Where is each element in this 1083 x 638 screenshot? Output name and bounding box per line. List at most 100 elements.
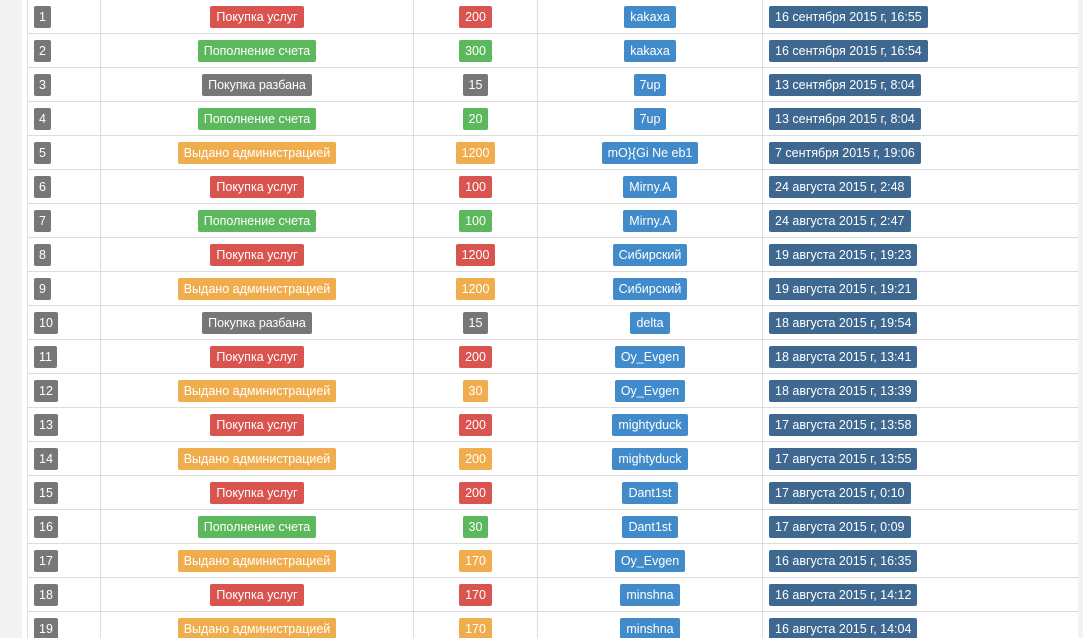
date-badge: 17 августа 2015 г, 13:55 [769, 447, 918, 470]
cell-number: 16 [27, 509, 101, 544]
transaction-type-badge: Покупка услуг [210, 243, 304, 266]
cell-user: Mirny.A [537, 169, 763, 204]
user-badge[interactable]: mightyduck [612, 413, 688, 436]
table-row: 6 Покупка услуг 100 Mirny.A 24 августа 2… [27, 169, 1078, 204]
date-badge: 24 августа 2015 г, 2:48 [769, 175, 911, 198]
cell-number: 19 [27, 611, 101, 638]
user-badge[interactable]: kakaxa [624, 5, 676, 28]
date-badge: 16 сентября 2015 г, 16:55 [769, 5, 928, 28]
cell-user: Сибирский [537, 237, 763, 272]
date-badge: 16 сентября 2015 г, 16:54 [769, 39, 928, 62]
cell-type: Покупка услуг [100, 169, 414, 204]
cell-number: 2 [27, 33, 101, 68]
user-badge[interactable]: minshna [620, 617, 680, 638]
transactions-table-body: 1 Покупка услуг 200 kakaxa 16 сентября 2… [27, 0, 1078, 638]
cell-number: 18 [27, 577, 101, 612]
date-badge: 19 августа 2015 г, 19:23 [769, 243, 918, 266]
row-number-badge: 14 [34, 447, 58, 470]
row-number-badge: 2 [34, 39, 51, 62]
table-row: 4 Пополнение счета 20 7up 13 сентября 20… [27, 101, 1078, 136]
cell-number: 12 [27, 373, 101, 408]
cell-amount: 30 [413, 373, 538, 408]
user-badge[interactable]: kakaxa [624, 39, 676, 62]
cell-amount: 200 [413, 407, 538, 442]
cell-amount: 170 [413, 577, 538, 612]
transaction-type-badge: Выдано администрацией [177, 447, 337, 470]
cell-date: 24 августа 2015 г, 2:47 [762, 203, 1078, 238]
cell-type: Выдано администрацией [100, 373, 414, 408]
cell-number: 5 [27, 135, 101, 170]
cell-amount: 1200 [413, 271, 538, 306]
amount-badge: 200 [459, 447, 492, 470]
cell-type: Покупка услуг [100, 0, 414, 34]
transaction-type-badge: Выдано администрацией [177, 617, 337, 638]
cell-date: 19 августа 2015 г, 19:23 [762, 237, 1078, 272]
user-badge[interactable]: Mirny.A [623, 209, 677, 232]
cell-user: delta [537, 305, 763, 340]
user-badge[interactable]: 7up [633, 107, 667, 130]
user-badge[interactable]: delta [630, 311, 670, 334]
cell-type: Выдано администрацией [100, 135, 414, 170]
cell-type: Покупка услуг [100, 577, 414, 612]
date-badge: 18 августа 2015 г, 13:41 [769, 345, 918, 368]
cell-amount: 20 [413, 101, 538, 136]
date-badge: 16 августа 2015 г, 16:35 [769, 549, 918, 572]
row-number-badge: 17 [34, 549, 58, 572]
row-number-badge: 8 [34, 243, 51, 266]
cell-amount: 200 [413, 0, 538, 34]
cell-number: 8 [27, 237, 101, 272]
cell-number: 15 [27, 475, 101, 510]
cell-amount: 1200 [413, 135, 538, 170]
user-badge[interactable]: Oy_Evgen [614, 345, 686, 368]
amount-badge: 15 [462, 311, 489, 334]
row-number-badge: 11 [34, 345, 57, 368]
cell-user: 7up [537, 67, 763, 102]
cell-type: Выдано администрацией [100, 611, 414, 638]
cell-date: 16 сентября 2015 г, 16:55 [762, 0, 1078, 34]
table-row: 12 Выдано администрацией 30 Oy_Evgen 18 … [27, 373, 1078, 408]
cell-date: 13 сентября 2015 г, 8:04 [762, 67, 1078, 102]
user-badge[interactable]: mO}{Gi Ne eb1 [601, 141, 699, 164]
cell-amount: 15 [413, 305, 538, 340]
user-badge[interactable]: Dant1st [622, 481, 678, 504]
user-badge[interactable]: mightyduck [612, 447, 688, 470]
scrollbar-track[interactable] [1078, 0, 1083, 638]
cell-type: Покупка разбана [100, 67, 414, 102]
user-badge[interactable]: Сибирский [612, 277, 688, 300]
user-badge[interactable]: minshna [620, 583, 680, 606]
user-badge[interactable]: 7up [633, 73, 667, 96]
user-badge[interactable]: Oy_Evgen [614, 549, 686, 572]
user-badge[interactable]: Oy_Evgen [614, 379, 686, 402]
transaction-type-badge: Покупка разбана [202, 73, 312, 96]
cell-number: 11 [27, 339, 101, 374]
user-badge[interactable]: Сибирский [612, 243, 688, 266]
amount-badge: 15 [462, 73, 489, 96]
row-number-badge: 9 [34, 277, 51, 300]
cell-type: Пополнение счета [100, 509, 414, 544]
cell-number: 3 [27, 67, 101, 102]
date-badge: 13 сентября 2015 г, 8:04 [769, 107, 921, 130]
cell-user: kakaxa [537, 33, 763, 68]
cell-user: 7up [537, 101, 763, 136]
table-row: 2 Пополнение счета 300 kakaxa 16 сентябр… [27, 33, 1078, 68]
date-badge: 16 августа 2015 г, 14:12 [769, 583, 918, 606]
transaction-type-badge: Покупка услуг [210, 345, 304, 368]
cell-date: 17 августа 2015 г, 13:58 [762, 407, 1078, 442]
user-badge[interactable]: Dant1st [622, 515, 678, 538]
row-number-badge: 15 [34, 481, 58, 504]
cell-date: 19 августа 2015 г, 19:21 [762, 271, 1078, 306]
user-badge[interactable]: Mirny.A [623, 175, 677, 198]
cell-user: Oy_Evgen [537, 373, 763, 408]
cell-number: 4 [27, 101, 101, 136]
table-row: 11 Покупка услуг 200 Oy_Evgen 18 августа… [27, 339, 1078, 374]
date-badge: 13 сентября 2015 г, 8:04 [769, 73, 921, 96]
amount-badge: 170 [459, 617, 492, 638]
row-number-badge: 18 [34, 583, 58, 606]
cell-amount: 200 [413, 475, 538, 510]
amount-badge: 170 [459, 583, 492, 606]
amount-badge: 100 [459, 209, 492, 232]
table-row: 13 Покупка услуг 200 mightyduck 17 авгус… [27, 407, 1078, 442]
cell-type: Покупка услуг [100, 475, 414, 510]
cell-amount: 15 [413, 67, 538, 102]
row-number-badge: 10 [34, 311, 58, 334]
